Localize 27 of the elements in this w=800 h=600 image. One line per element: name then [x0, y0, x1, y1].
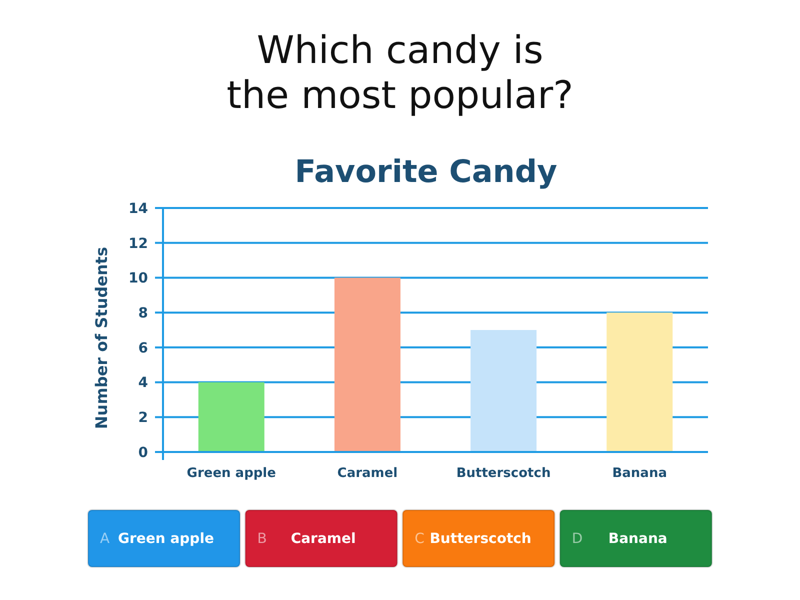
bar: [606, 312, 673, 452]
text: D: [572, 530, 583, 547]
y-tick-label: 2: [138, 410, 148, 426]
chart-title: Favorite Candy: [294, 154, 558, 190]
text: Banana: [608, 530, 668, 547]
x-tick-label: Caramel: [337, 466, 398, 481]
y-axis-title: Number of Students: [92, 246, 111, 430]
y-tick-label: 6: [138, 340, 148, 356]
x-tick-label: Banana: [612, 466, 667, 481]
x-tick-label: Butterscotch: [456, 466, 551, 481]
bar: [470, 330, 537, 452]
y-tick-label: 12: [128, 236, 148, 252]
text: Green apple: [118, 530, 214, 547]
text: B: [257, 530, 267, 547]
text: Butterscotch: [430, 530, 532, 547]
text: C: [414, 530, 425, 547]
bar: [334, 278, 400, 452]
y-tick-label: 10: [128, 270, 148, 287]
text: Which candy is the most popular?: [226, 28, 574, 117]
x-tick-label: Green apple: [186, 466, 276, 481]
y-tick-label: 14: [128, 200, 148, 217]
y-tick-label: 0: [138, 444, 148, 461]
y-tick-label: 4: [138, 375, 148, 392]
y-tick-label: 8: [138, 305, 148, 322]
text: A: [100, 530, 110, 547]
bar: [198, 382, 264, 452]
text: Caramel: [290, 530, 356, 547]
